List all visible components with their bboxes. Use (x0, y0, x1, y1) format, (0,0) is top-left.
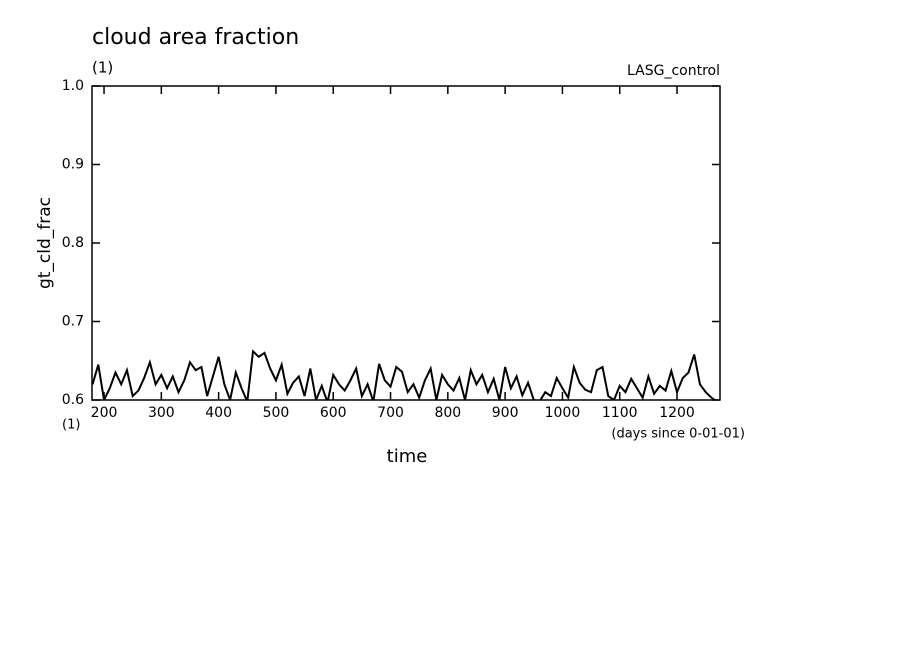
y-tick-label: 0.7 (62, 314, 84, 330)
chart-title: cloud area fraction (92, 25, 299, 50)
x-tick-label: 200 (91, 405, 118, 421)
x-tick-label: 400 (205, 405, 232, 421)
y-axis-label: gt_cld_frac (35, 197, 55, 289)
plot-frame (91, 85, 721, 401)
x-tick-label: 700 (377, 405, 404, 421)
x-unit: (1) (62, 418, 80, 433)
x-tick-label: 500 (263, 405, 290, 421)
x-tick-label: 300 (148, 405, 175, 421)
x-tick-label: 1200 (659, 405, 695, 421)
y-tick-label: 1.0 (62, 78, 84, 94)
x-tick-label: 1100 (602, 405, 638, 421)
x-axis-label: time (387, 446, 428, 467)
y-tick-label: 0.6 (62, 392, 84, 408)
y-tick-label: 0.9 (62, 157, 84, 173)
x-units-note: (days since 0-01-01) (611, 427, 745, 442)
y-tick-label: 0.8 (62, 235, 84, 251)
x-tick-label: 800 (434, 405, 461, 421)
subtitle: (1) (92, 59, 113, 77)
annotation: LASG_control (627, 63, 720, 79)
data-line (92, 349, 717, 400)
x-tick-label: 1000 (545, 405, 581, 421)
x-tick-label: 600 (320, 405, 347, 421)
x-tick-label: 900 (492, 405, 519, 421)
